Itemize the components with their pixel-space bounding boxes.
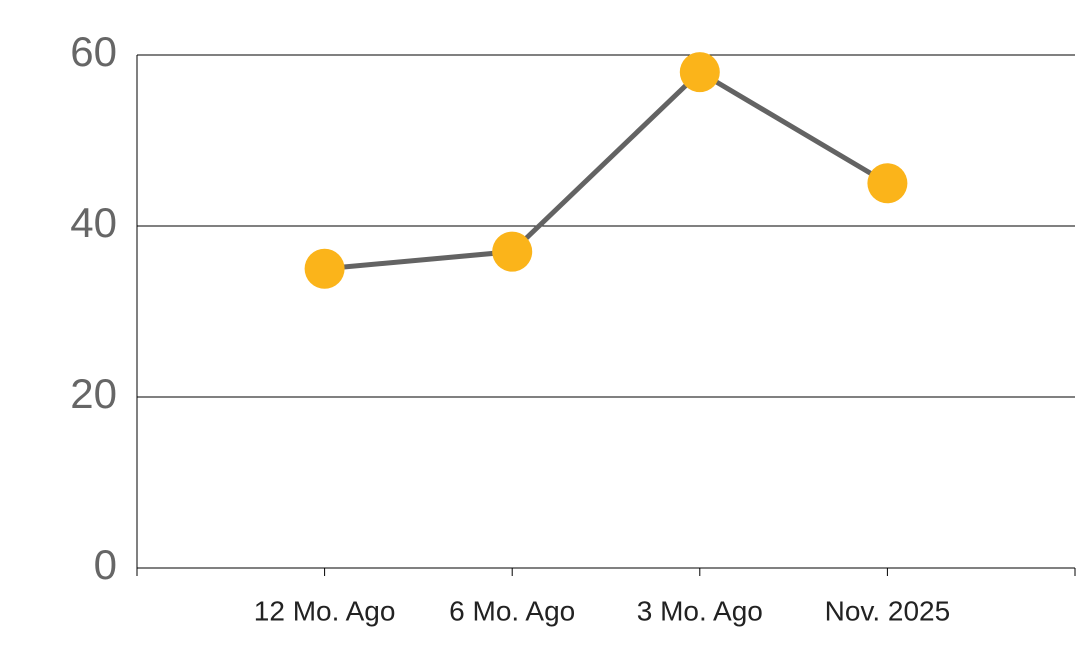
marker: [492, 231, 533, 272]
y-tick-label: 60: [70, 28, 117, 75]
marker: [867, 163, 908, 204]
line: [324, 68, 889, 272]
marker: [304, 248, 345, 289]
x-tick-label: 6 Mo. Ago: [449, 595, 575, 626]
x-tick-label: 3 Mo. Ago: [637, 595, 763, 626]
marker: [679, 52, 720, 93]
y-tick-label: 40: [70, 199, 117, 246]
y-tick-label: 0: [94, 541, 117, 588]
y-tick-label: 20: [70, 370, 117, 417]
x-tick-label: Nov. 2025: [825, 595, 951, 626]
x-tick-label: 12 Mo. Ago: [254, 595, 396, 626]
